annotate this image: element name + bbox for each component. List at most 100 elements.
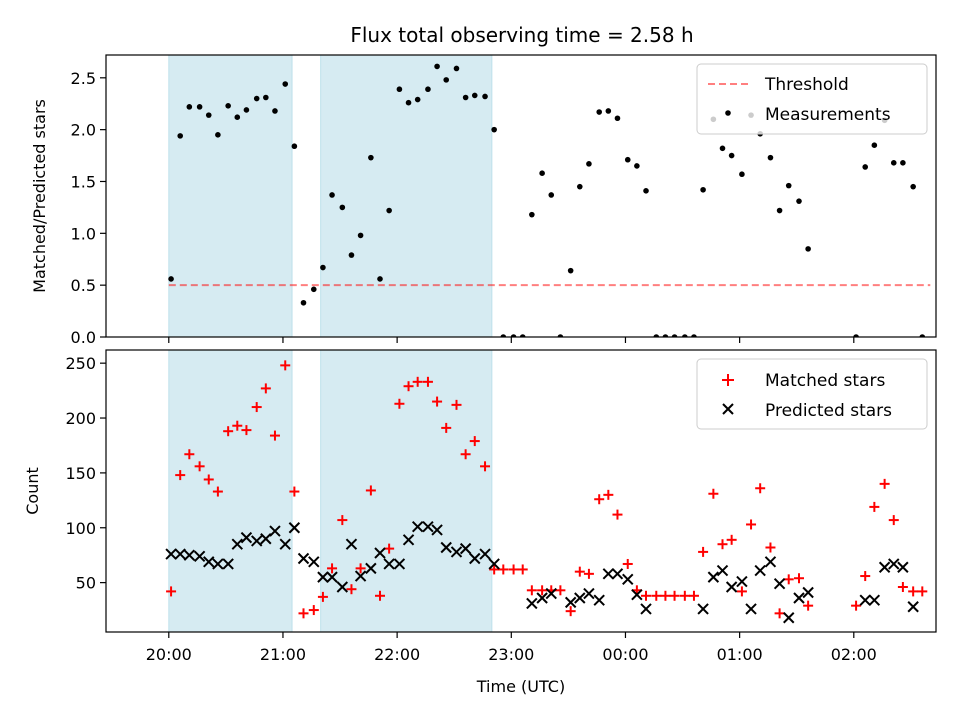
measurement-point [576,183,583,190]
measurement-point [691,334,697,337]
predicted-star-markers [165,520,919,624]
matched-star-marker [298,608,309,619]
measurement-point [453,65,460,72]
measurement-point [339,204,346,211]
x-axis-label: Time (UTC) [476,677,565,696]
predicted-star-marker [868,594,881,606]
measurement-point [529,211,535,218]
predicted-star-marker [222,558,234,570]
measurement-point [862,164,869,170]
threshold-legend-label: Threshold [764,75,849,95]
predicted-star-marker [260,533,272,545]
matched-star-marker [241,425,252,436]
measurement-point [539,170,545,176]
matched-star-marker [726,534,737,545]
measurement-point [320,264,326,271]
predicted-star-marker [269,525,281,537]
measurement-point [719,145,726,152]
matched-star-marker [480,461,491,472]
matched-star-marker [888,515,899,526]
predicted-star-marker [459,542,472,555]
measurement-point [776,207,783,214]
measurement-point [357,232,364,239]
matched-star-marker [460,449,471,460]
measurement-point [671,334,678,337]
measurement-point [491,126,497,133]
matched-star-marker [469,436,480,447]
measurement-point [329,192,335,198]
matched-star-marker [308,605,319,616]
measurement-point [662,334,669,337]
measurement-point [500,334,507,337]
predicted-star-marker [802,586,814,599]
matched-star-marker [269,430,280,441]
top-y-axis-label: Matched/Predicted stars [30,99,49,293]
x-tick-label: 01:00 [717,645,763,664]
predicted-star-marker [317,571,329,583]
matched-star-marker [175,470,186,481]
matched-star-marker [184,449,195,460]
predicted-star-marker [716,564,729,577]
matched-star-marker [498,564,509,575]
predicted-star-marker [574,592,586,604]
measurements-legend-swatch [725,110,731,116]
matched-star-marker [897,582,908,593]
matched-star-marker [384,543,395,554]
measurement-point [728,152,735,159]
matched-star-marker [869,501,880,512]
matched-star-marker [317,591,328,602]
predicted-star-marker [383,558,395,570]
x-tick-label: 23:00 [488,645,534,664]
matched-star-marker [441,422,452,433]
matched-star-marker [774,608,785,619]
matched-star-marker [403,381,414,392]
predicted-star-marker [393,558,406,570]
matched-star-marker [260,383,271,394]
matched-star-marker [337,515,348,526]
matched-star-marker [555,585,566,596]
predicted-star-marker [250,535,263,547]
bottom-y-tick-label: 100 [65,519,96,538]
predicted-star-marker [593,594,605,606]
predicted-star-marker [165,548,177,560]
measurement-point [225,103,231,109]
matched-star-marker [526,585,537,596]
matched-star-marker [612,509,623,520]
bottom-panel: 50 100 150 200 250 20:00 21:00 22:00 23:00 00:00… [23,349,937,696]
measurement-point [482,93,488,100]
matched-star-marker [783,574,794,585]
matched-star-marker [394,398,405,409]
predicted-star-marker [308,556,320,568]
bottom-x-axis: 20:00 21:00 22:00 23:00 00:00 01:00 02:00 [146,632,877,664]
matched-star-marker [746,519,757,530]
measurement-point [196,104,203,110]
top-plot-frame [105,54,937,338]
matched-star-marker [765,542,776,553]
measurement-point [425,86,431,93]
shaded-interval [320,349,493,633]
x-tick-label: 22:00 [374,645,420,664]
matched-star-marker [688,590,699,601]
measurement-point [919,334,926,337]
predicted-star-marker [878,561,891,573]
predicted-star-marker [754,564,766,577]
measurement-point [300,299,307,306]
x-tick-label: 00:00 [602,645,648,664]
measurement-point [405,99,412,106]
matched-star-marker [651,590,662,601]
predicted-star-marker [422,520,434,533]
measurement-point [586,161,592,167]
matched-star-marker [194,461,205,472]
matched-star-marker [251,402,262,413]
measurement-point [510,334,517,337]
matched-star-marker [489,564,500,575]
predicted-star-marker [345,538,358,550]
matched-star-marker [660,590,671,601]
matched-star-marker [622,558,633,569]
measurement-point [310,286,317,293]
measurement-point [682,334,688,337]
bottom-y-tick-label: 50 [76,574,96,593]
measurement-point [471,92,478,99]
matched-legend-swatch [722,374,734,386]
predicted-star-marker [611,568,624,580]
